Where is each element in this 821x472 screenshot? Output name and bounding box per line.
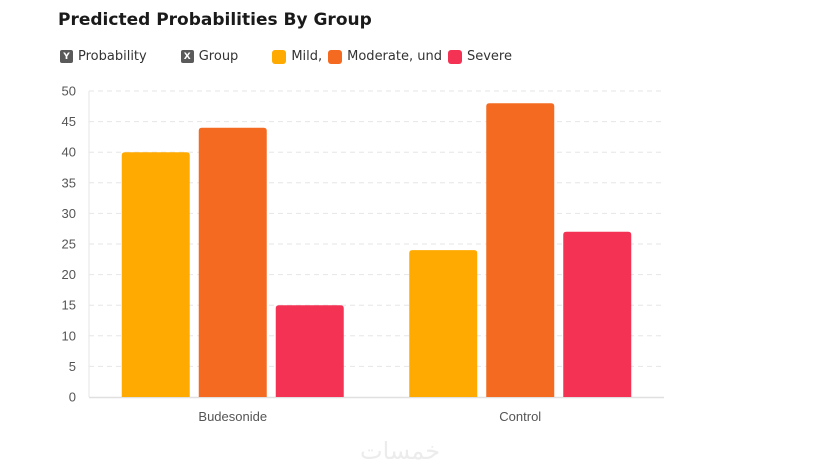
y-tick-label: 25 [62, 237, 76, 252]
y-tick-label: 20 [62, 267, 76, 282]
legend-label-moderate: Moderate, und [347, 49, 442, 64]
y-tick-label: 45 [62, 114, 76, 129]
legend-x-label: Group [198, 49, 239, 64]
legend-y-label: Probability [78, 49, 147, 64]
legend-swatch-moderate [328, 49, 343, 64]
y-tick-label: 10 [62, 328, 76, 343]
bar-mild-budesonide [121, 152, 190, 397]
chart-title: Predicted Probabilities By Group [58, 10, 372, 30]
y-axis-icon: Y [60, 50, 73, 63]
y-tick-label: 40 [62, 145, 76, 160]
x-tick-label: Control [499, 409, 541, 424]
x-tick-label: Budesonide [198, 409, 267, 424]
y-tick-label: 15 [62, 298, 76, 313]
legend-swatch-mild [272, 49, 287, 64]
legend-x-axis: X Group [180, 49, 239, 64]
bar-moderateund-control [486, 103, 555, 398]
bar-severe-control [563, 231, 632, 397]
y-tick-label: 0 [69, 390, 76, 405]
y-tick-label: 30 [62, 206, 76, 221]
watermark: خمسات [360, 437, 441, 465]
legend-y-axis: Y Probability [60, 49, 147, 64]
legend-series-2[interactable]: Severe [447, 49, 512, 64]
y-tick-label: 50 [62, 84, 76, 99]
legend-series-1[interactable]: Moderate, und [328, 49, 442, 64]
bar-moderateund-budesonide [198, 127, 267, 397]
legend: Y Probability X Group Mild, Moderate, un… [60, 49, 512, 64]
bar-mild-control [409, 250, 478, 397]
y-tick-label: 5 [69, 359, 76, 374]
x-axis-icon: X [180, 50, 194, 63]
y-tick-label: 35 [62, 175, 76, 190]
bar-severe-budesonide [275, 305, 344, 397]
legend-swatch-severe [447, 49, 462, 64]
legend-series-0[interactable]: Mild, [272, 49, 322, 64]
legend-label-mild: Mild, [291, 49, 323, 64]
legend-label-severe: Severe [466, 49, 512, 64]
